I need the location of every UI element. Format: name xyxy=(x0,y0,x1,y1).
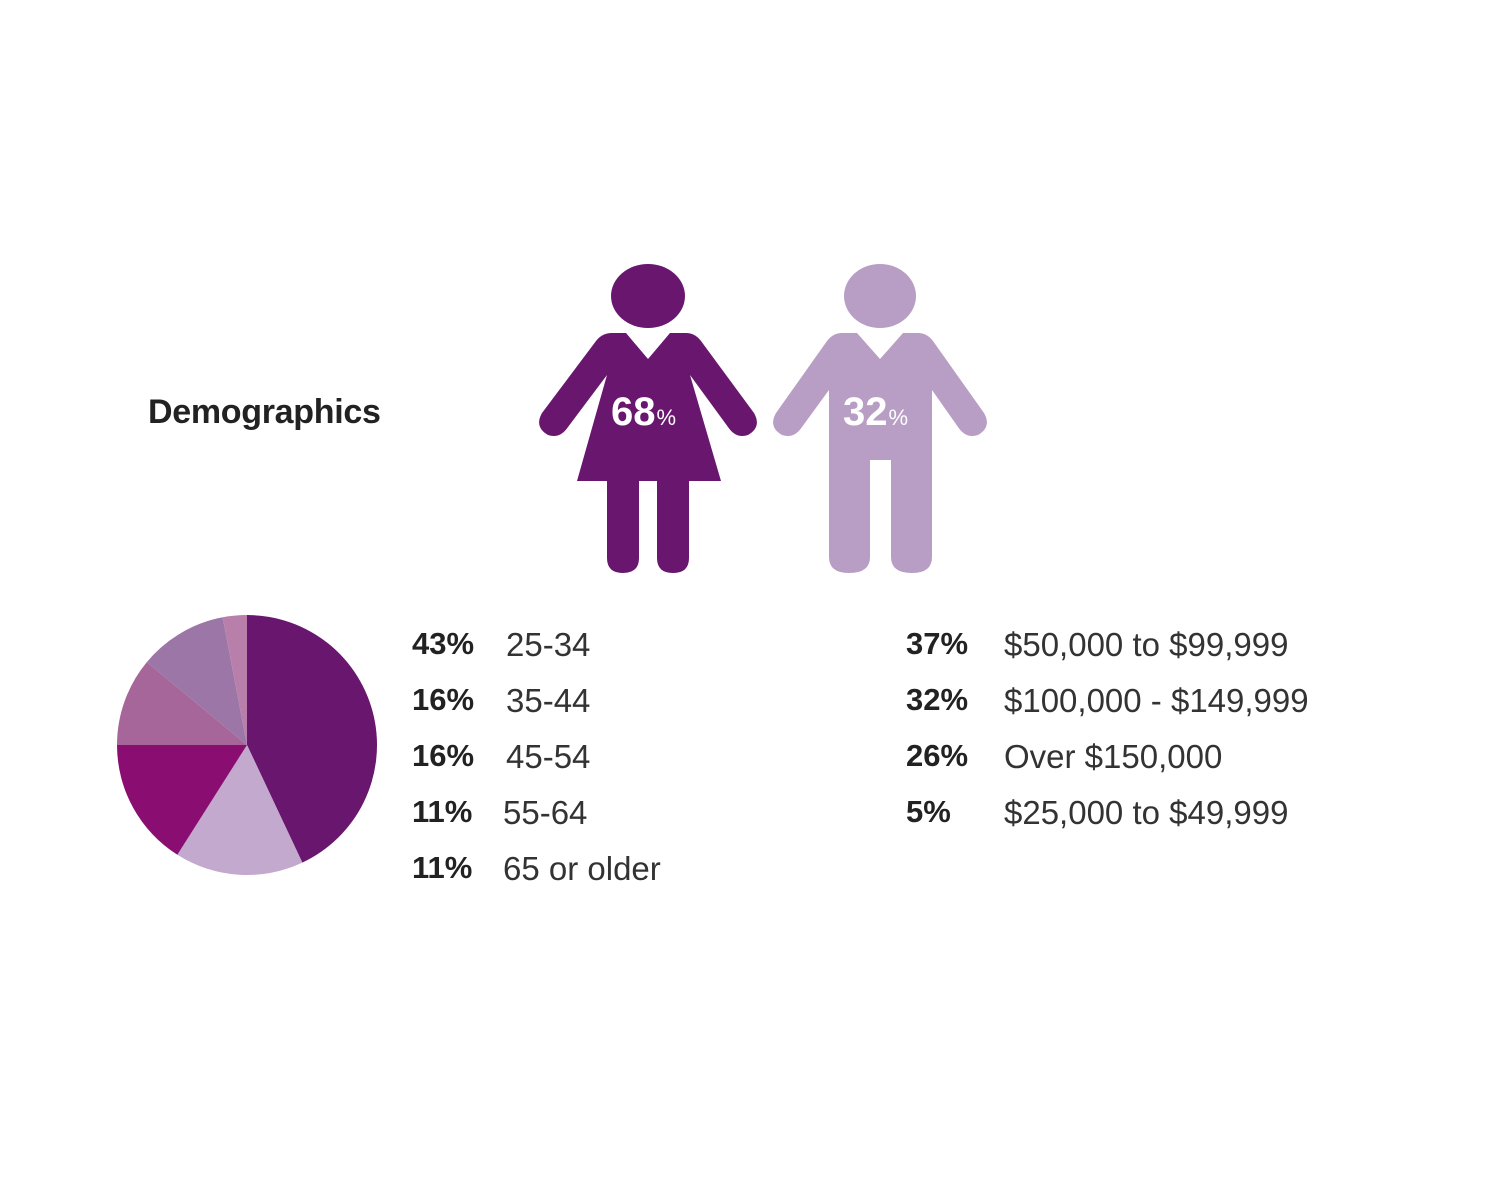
age-range-label: 45-54 xyxy=(506,738,591,775)
age-percent: 16% xyxy=(412,682,475,717)
female-percent-value: 68 xyxy=(611,390,656,434)
income-percent: 26% xyxy=(906,738,969,773)
age-range-label: 35-44 xyxy=(506,682,591,719)
male-head xyxy=(844,264,916,328)
page-title: Demographics xyxy=(148,393,381,431)
pie-slice-5 xyxy=(222,615,247,745)
female-leg-right xyxy=(657,481,689,573)
female-figure xyxy=(539,264,757,573)
income-range-label: $25,000 to $49,999 xyxy=(1004,794,1289,831)
age-percent: 11% xyxy=(412,850,473,885)
income-percent: 5% xyxy=(906,794,951,829)
income-percent: 37% xyxy=(906,626,969,661)
male-percent-unit: % xyxy=(888,405,909,430)
income-range-label: $50,000 to $99,999 xyxy=(1004,626,1289,663)
pie-slice-0 xyxy=(247,615,378,863)
male-body xyxy=(773,333,987,460)
gender-figures: 68% 32% xyxy=(530,255,1000,585)
age-range-label: 65 or older xyxy=(503,850,661,887)
female-percent-label: 68% xyxy=(611,390,676,435)
age-percent: 43% xyxy=(412,626,475,661)
gender-figures-graphic xyxy=(539,264,987,573)
age-percent: 11% xyxy=(412,794,473,829)
age-pie-chart xyxy=(117,615,378,876)
male-percent-label: 32% xyxy=(843,390,908,435)
income-percent: 32% xyxy=(906,682,969,717)
female-head xyxy=(611,264,685,328)
male-figure xyxy=(773,264,987,573)
male-leg-left xyxy=(829,460,870,573)
female-percent-unit: % xyxy=(656,405,677,430)
pie-slice-2 xyxy=(117,745,247,855)
age-percent: 16% xyxy=(412,738,475,773)
male-percent-value: 32 xyxy=(843,390,888,434)
income-range-label: Over $150,000 xyxy=(1004,738,1223,775)
female-body xyxy=(539,333,757,481)
age-range-label: 25-34 xyxy=(506,626,591,663)
pie-slice-1 xyxy=(177,745,303,876)
female-leg-left xyxy=(607,481,639,573)
pie-slice-4 xyxy=(146,617,247,745)
male-leg-right xyxy=(891,460,932,573)
income-range-label: $100,000 - $149,999 xyxy=(1004,682,1309,719)
pie-slice-3 xyxy=(117,662,247,745)
age-range-label: 55-64 xyxy=(503,794,588,831)
